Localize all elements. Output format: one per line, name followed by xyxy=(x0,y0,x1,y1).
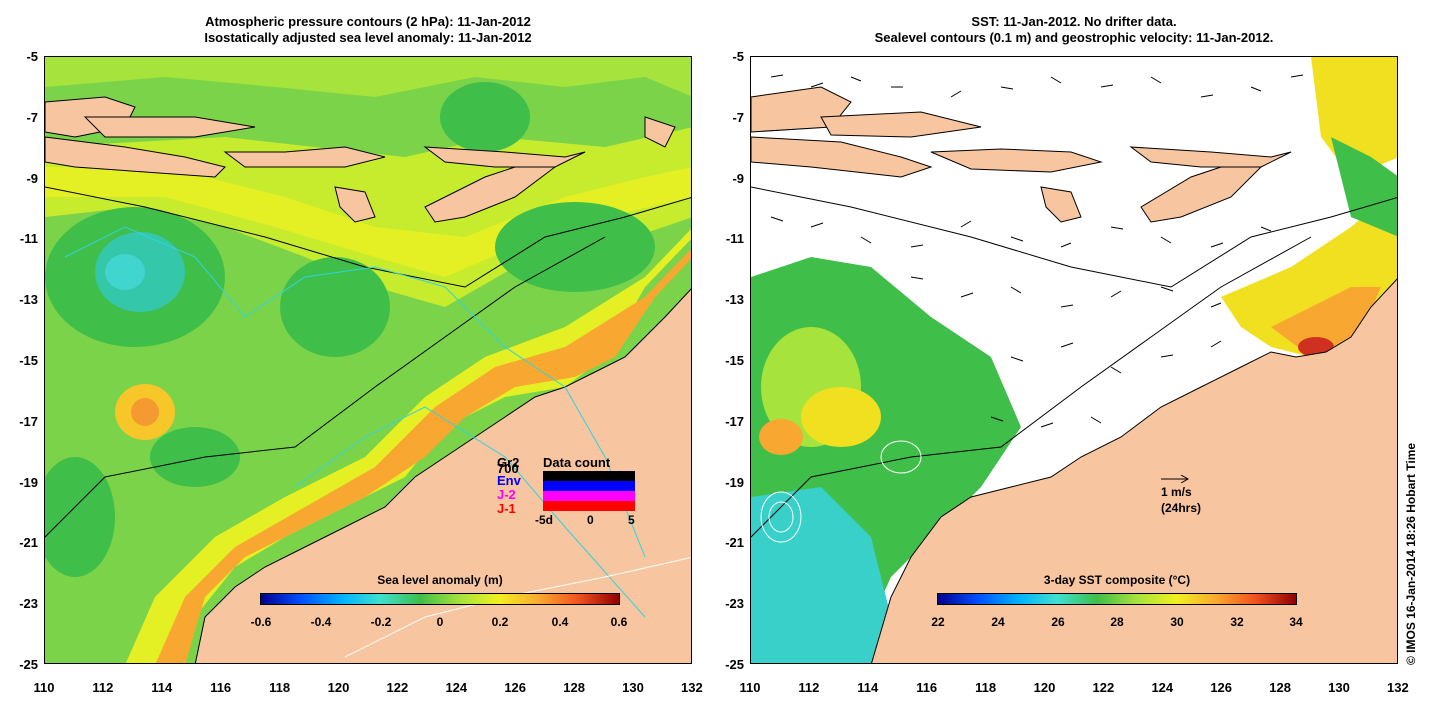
source-j1: J-1 xyxy=(497,501,516,516)
y-tick-label: -25 xyxy=(725,657,744,672)
sla-cb-tick-7: 0.6 xyxy=(610,615,628,629)
y-tick-label: -5 xyxy=(26,49,38,64)
x-tick-label: 122 xyxy=(1092,680,1115,695)
y-tick-label: -9 xyxy=(732,170,744,186)
left-title-line2: Isostatically adjusted sea level anomaly… xyxy=(204,30,532,45)
sst-cb-tick-4: 28 xyxy=(1110,615,1124,629)
sla-colorbar xyxy=(260,593,620,605)
data-count-bars xyxy=(543,471,635,511)
sea-level-anomaly-map: Data count Gr2 700 Env J-2 J-1 -5d 0 5 S… xyxy=(44,56,692,664)
y-tick-label: -7 xyxy=(26,109,38,125)
sla-cb-tick-3: -0.2 xyxy=(370,615,392,629)
sla-cb-tick-5: 0.2 xyxy=(491,615,509,629)
inset-x-tick-neg5d: -5d xyxy=(535,513,553,527)
left-title: Atmospheric pressure contours (2 hPa): 1… xyxy=(44,14,692,46)
x-tick-label: 112 xyxy=(798,680,820,695)
y-tick-label: -5 xyxy=(732,49,744,64)
y-tick-label: -9 xyxy=(26,170,38,186)
y-tick-label: -15 xyxy=(725,353,744,368)
sst-cb-tick-6: 32 xyxy=(1230,615,1244,629)
y-tick-label: -11 xyxy=(725,231,744,247)
y-tick-label: -21 xyxy=(19,535,38,551)
credit-text: © IMOS 16-Jan-2014 18:26 Hobart Time xyxy=(1404,442,1418,665)
x-tick-label: 132 xyxy=(681,680,703,695)
x-tick-label: 130 xyxy=(1328,680,1350,695)
y-tick-label: -21 xyxy=(725,535,744,551)
x-tick-label: 112 xyxy=(92,680,114,695)
scale-arrow-sublabel: (24hrs) xyxy=(1161,501,1202,515)
source-j2: J-2 xyxy=(497,487,516,502)
source-gr2: Gr2 xyxy=(497,455,520,470)
sla-cb-tick-2: -0.4 xyxy=(310,615,332,629)
source-env: Env xyxy=(497,473,521,488)
scale-arrow-label: 1 m/s xyxy=(1161,485,1192,499)
sla-cb-tick-1: -0.6 xyxy=(250,615,272,629)
x-tick-label: 114 xyxy=(151,680,173,695)
x-tick-label: 116 xyxy=(210,680,232,695)
y-tick-label: -17 xyxy=(19,413,38,429)
y-tick-label: -23 xyxy=(19,596,38,612)
x-tick-label: 132 xyxy=(1387,680,1409,695)
data-count-inset: Data count Gr2 700 Env J-2 J-1 -5d 0 5 xyxy=(495,455,655,535)
sst-map: 1 m/s (24hrs) 3-day SST composite (°C) 2… xyxy=(750,56,1398,664)
x-tick-label: 110 xyxy=(33,680,55,695)
y-tick-label: -15 xyxy=(19,353,38,368)
x-tick-label: 120 xyxy=(327,680,350,695)
sst-cb-tick-2: 24 xyxy=(991,615,1005,629)
x-tick-label: 128 xyxy=(1269,680,1291,695)
x-tick-label: 114 xyxy=(857,680,879,695)
left-title-line1: Atmospheric pressure contours (2 hPa): 1… xyxy=(205,14,531,29)
x-tick-label: 124 xyxy=(1151,680,1174,695)
data-count-title: Data count xyxy=(543,455,611,470)
y-tick-label: -17 xyxy=(725,413,744,429)
sst-cb-tick-5: 30 xyxy=(1170,615,1184,629)
sst-cb-tick-1: 22 xyxy=(931,615,945,629)
inset-x-tick-0: 0 xyxy=(587,513,594,527)
sst-cb-tick-3: 26 xyxy=(1051,615,1065,629)
x-tick-label: 110 xyxy=(739,680,761,695)
y-tick-label: -13 xyxy=(19,292,38,308)
y-tick-label: -25 xyxy=(19,657,38,672)
sla-cb-tick-4: 0 xyxy=(436,615,444,629)
y-tick-label: -7 xyxy=(732,109,744,125)
sla-cb-tick-6: 0.4 xyxy=(551,615,569,629)
x-tick-label: 116 xyxy=(916,680,938,695)
inset-x-tick-5: 5 xyxy=(628,513,635,527)
sst-map-graphic xyxy=(751,57,1397,663)
right-title-line1: SST: 11-Jan-2012. No drifter data. xyxy=(971,14,1177,29)
x-tick-label: 124 xyxy=(445,680,468,695)
y-tick-label: -13 xyxy=(725,292,744,308)
x-tick-label: 122 xyxy=(386,680,409,695)
sst-colorbar-label: 3-day SST composite (°C) xyxy=(1043,573,1191,587)
x-tick-label: 126 xyxy=(504,680,527,695)
sst-cb-tick-7: 34 xyxy=(1289,615,1303,629)
x-tick-label: 120 xyxy=(1033,680,1056,695)
scale-arrow xyxy=(1161,475,1190,483)
source-700: 700 xyxy=(497,461,519,476)
y-tick-label: -19 xyxy=(19,474,38,490)
x-tick-label: 118 xyxy=(975,680,997,695)
right-title-line2: Sealevel contours (0.1 m) and geostrophi… xyxy=(874,30,1274,45)
x-tick-label: 126 xyxy=(1210,680,1233,695)
y-tick-label: -11 xyxy=(19,231,38,247)
y-tick-label: -23 xyxy=(725,596,744,612)
sla-colorbar-label: Sea level anomaly (m) xyxy=(377,573,503,587)
sla-map-graphic xyxy=(45,57,691,663)
x-tick-label: 128 xyxy=(563,680,585,695)
right-title: SST: 11-Jan-2012. No drifter data. Seale… xyxy=(750,14,1398,46)
x-tick-label: 130 xyxy=(622,680,644,695)
x-tick-label: 118 xyxy=(269,680,291,695)
sst-colorbar xyxy=(937,593,1297,605)
y-tick-label: -19 xyxy=(725,474,744,490)
